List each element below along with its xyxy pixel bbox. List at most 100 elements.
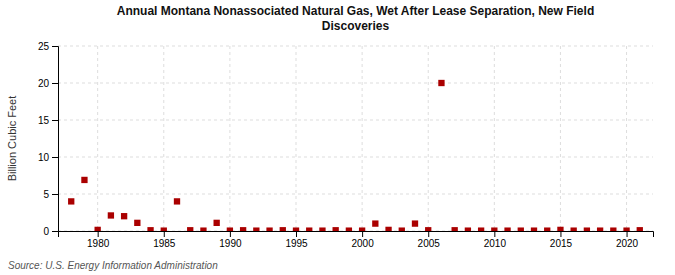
point (544, 227, 550, 231)
tick-mark (560, 231, 561, 237)
grid (58, 46, 653, 231)
tick-label: 0 (43, 226, 49, 237)
grid-line (58, 194, 653, 195)
grid-line (229, 46, 230, 231)
point (557, 227, 563, 231)
point (200, 227, 206, 231)
tick-label: 2015 (550, 238, 573, 249)
point (81, 177, 87, 183)
source: Source: U.S. Energy Information Administ… (8, 260, 218, 271)
tick: 10 (38, 152, 58, 163)
point (280, 227, 286, 231)
tick-label: 10 (38, 152, 50, 163)
tick-mark (52, 194, 58, 195)
point (438, 80, 444, 86)
tick: 5 (43, 189, 58, 200)
tick: 15 (38, 115, 58, 126)
point (385, 227, 391, 231)
point (108, 212, 114, 218)
tick-label: 2020 (616, 238, 639, 249)
tick-mark (52, 83, 58, 84)
grid-line (428, 46, 429, 231)
point (147, 227, 153, 231)
point (333, 227, 339, 231)
y-axis: 0 5 10 15 20 25 (38, 41, 59, 237)
grid-line (362, 46, 363, 231)
grid-line (58, 46, 653, 47)
point (266, 227, 272, 231)
tick-mark (52, 157, 58, 158)
tick: 1985 (153, 231, 176, 249)
tick-mark (52, 231, 58, 232)
point (306, 227, 312, 231)
plot-area: 1980198519901995200020052010201520200510… (38, 41, 654, 249)
tick-label: 2010 (484, 238, 507, 249)
point (240, 227, 246, 231)
tick: 2010 (484, 231, 507, 249)
tick-label: 1995 (285, 238, 308, 249)
point (412, 220, 418, 226)
grid-line (97, 46, 98, 231)
grid-line (58, 120, 653, 121)
point (623, 227, 629, 231)
point (121, 213, 127, 219)
grid-line (58, 83, 653, 84)
point (253, 227, 259, 231)
point (452, 227, 458, 231)
tick: 1995 (285, 231, 308, 249)
tick-mark (627, 231, 628, 237)
point (372, 220, 378, 226)
tick-label: 1990 (219, 238, 242, 249)
tick-label: 20 (38, 78, 50, 89)
point (68, 198, 74, 204)
tick-mark (164, 231, 165, 237)
grid-line (58, 157, 653, 158)
tick: 25 (38, 41, 58, 52)
tick: 0 (43, 226, 58, 237)
point (610, 227, 616, 231)
point (478, 227, 484, 231)
point (597, 227, 603, 231)
point (399, 227, 405, 231)
title: Annual Montana Nonassociated Natural Gas… (117, 4, 594, 33)
tick: 2020 (616, 231, 639, 249)
x-axis: 1980 1985 1990 1995 2000 2005 2010 2015 2020 (59, 231, 654, 249)
point (571, 227, 577, 231)
axis-line (52, 47, 59, 232)
tick: 2005 (418, 231, 441, 249)
tick-label: 25 (38, 41, 50, 52)
tick-label: 2005 (418, 238, 441, 249)
grid-line (296, 46, 297, 231)
point (214, 220, 220, 226)
tick-label: 5 (43, 189, 49, 200)
point (359, 227, 365, 231)
point (174, 198, 180, 204)
point (531, 227, 537, 231)
tick-mark (230, 231, 231, 237)
tick-mark (52, 46, 58, 47)
point (465, 227, 471, 231)
tick-mark (494, 231, 495, 237)
grid-line (494, 46, 495, 231)
tick-mark (362, 231, 363, 237)
grid-line (626, 46, 627, 231)
point (491, 227, 497, 231)
tick-mark (98, 231, 99, 237)
tick-label: 1985 (153, 238, 176, 249)
point (346, 227, 352, 231)
tick: 2015 (550, 231, 573, 249)
points (68, 80, 643, 231)
tick: 2000 (351, 231, 374, 249)
tick-label: 2000 (351, 238, 374, 249)
tick: 1990 (219, 231, 242, 249)
point (134, 220, 140, 226)
tick-label: 15 (38, 115, 50, 126)
point (425, 227, 431, 231)
tick-mark (296, 231, 297, 237)
tick-label: 1980 (87, 238, 110, 249)
point (293, 227, 299, 231)
point (504, 227, 510, 231)
y-axis-label: Billion Cubic Feet (6, 96, 18, 182)
point (95, 227, 101, 231)
point (637, 227, 643, 231)
